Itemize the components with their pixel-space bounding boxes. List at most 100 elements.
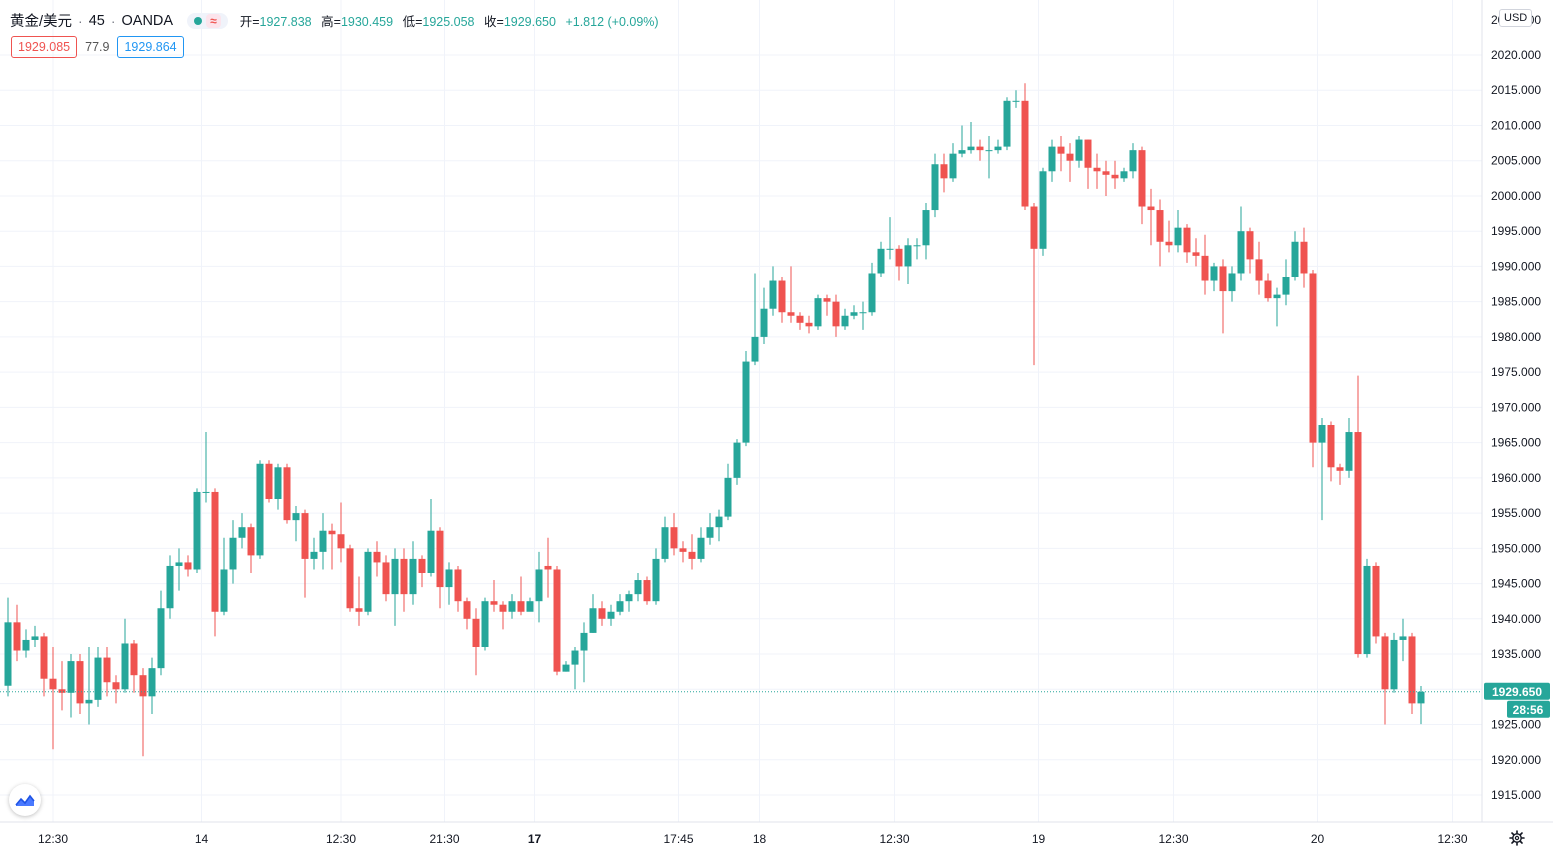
candle-body: [688, 551, 696, 559]
interval[interactable]: 45: [88, 12, 105, 29]
candle: [1399, 618, 1407, 662]
candle: [94, 647, 102, 707]
candle-body: [76, 661, 84, 704]
candle: [139, 668, 147, 757]
candle-body: [1093, 167, 1101, 172]
candle-body: [67, 661, 75, 693]
candle-body: [940, 164, 948, 179]
candle-body: [769, 280, 777, 309]
candle: [913, 238, 921, 260]
time-tick-label: 21:30: [429, 832, 459, 846]
candle: [895, 245, 903, 281]
candle: [40, 632, 48, 697]
candle-body: [1309, 273, 1317, 443]
candle: [580, 622, 588, 683]
candle: [1075, 136, 1083, 168]
change-value: +1.812 (+0.09%): [565, 15, 659, 29]
price-tick-label: 1915.000: [1491, 788, 1541, 802]
candle: [337, 502, 345, 563]
candle-body: [535, 569, 543, 602]
symbol-name[interactable]: 黄金/美元: [10, 14, 73, 30]
candle-body: [103, 657, 111, 683]
candle: [454, 565, 462, 612]
candle: [400, 548, 408, 612]
last-price-label: 1929.650: [1492, 685, 1542, 699]
tradingview-logo-icon[interactable]: [9, 784, 41, 816]
candle-body: [166, 565, 174, 609]
candle-body: [490, 601, 498, 605]
candle: [733, 439, 741, 485]
candle-body: [211, 491, 219, 612]
candle: [364, 548, 372, 616]
bid-price-button[interactable]: 1929.085: [11, 36, 78, 58]
candle: [1408, 632, 1416, 714]
candle-body: [355, 608, 363, 612]
candle-body: [526, 601, 534, 612]
candle: [1030, 203, 1038, 366]
candle-body: [922, 210, 930, 246]
candle-body: [859, 312, 867, 314]
price-tick-label: 1920.000: [1491, 753, 1541, 767]
candle-body: [220, 569, 228, 612]
candle: [166, 555, 174, 619]
candle-body: [589, 608, 597, 633]
candle: [274, 463, 282, 510]
candle-body: [607, 611, 615, 619]
candle-body: [328, 530, 336, 535]
last-price-box: [1484, 682, 1550, 700]
candle-body: [571, 650, 579, 665]
price-tick-label: 1950.000: [1491, 541, 1541, 555]
time-axis-labels: 12:30 14 12:30 21:30 17 17:45 18 12:30 19 12:30 20…: [38, 832, 1468, 846]
candle-body: [778, 280, 786, 313]
candle: [994, 139, 1002, 154]
candle-body: [310, 551, 318, 559]
candle: [283, 463, 291, 524]
candle-body: [715, 516, 723, 528]
candle-body: [1273, 294, 1281, 299]
candle-body: [976, 146, 984, 151]
candle-body: [733, 442, 741, 478]
open-value: 1927.838: [259, 15, 312, 29]
candle-body: [796, 315, 804, 323]
last-price-marker: 1929.650 28:56: [1484, 682, 1550, 718]
candle: [751, 273, 759, 366]
currency-button[interactable]: USD: [1499, 9, 1533, 27]
candle-body: [229, 537, 237, 570]
candle: [1336, 463, 1344, 485]
status-pill[interactable]: ≈: [187, 12, 228, 29]
candle-body: [427, 530, 435, 573]
candle: [1417, 686, 1425, 725]
candle: [445, 562, 453, 605]
candle-body: [382, 562, 390, 595]
candle: [49, 647, 57, 750]
candle-body: [832, 301, 840, 327]
price-tick-label: 1935.000: [1491, 647, 1541, 661]
candle: [1165, 220, 1173, 253]
candle-body: [1219, 266, 1227, 292]
candle-body: [634, 580, 642, 595]
open-label: 开=: [239, 15, 260, 29]
candle: [1003, 97, 1011, 151]
candle: [877, 241, 885, 277]
candle-body: [1120, 171, 1128, 179]
candle: [211, 488, 219, 637]
candle-body: [913, 245, 921, 247]
candle: [121, 618, 129, 693]
candle: [823, 294, 831, 316]
candle: [1111, 160, 1119, 189]
countdown-label: 28:56: [1513, 703, 1544, 717]
price-tick-label: 1980.000: [1491, 330, 1541, 344]
candle: [346, 544, 354, 612]
ask-price-button[interactable]: 1929.864: [117, 36, 184, 58]
candle-body: [256, 463, 264, 556]
candle: [418, 555, 426, 588]
candle: [85, 647, 93, 725]
price-tick-label: 1995.000: [1491, 224, 1541, 238]
candle-body: [886, 248, 894, 250]
candle: [1039, 167, 1047, 256]
gear-icon[interactable]: [1507, 828, 1527, 848]
candle: [1057, 136, 1065, 172]
price-tick-label: 1990.000: [1491, 259, 1541, 273]
candle-body: [751, 336, 759, 362]
